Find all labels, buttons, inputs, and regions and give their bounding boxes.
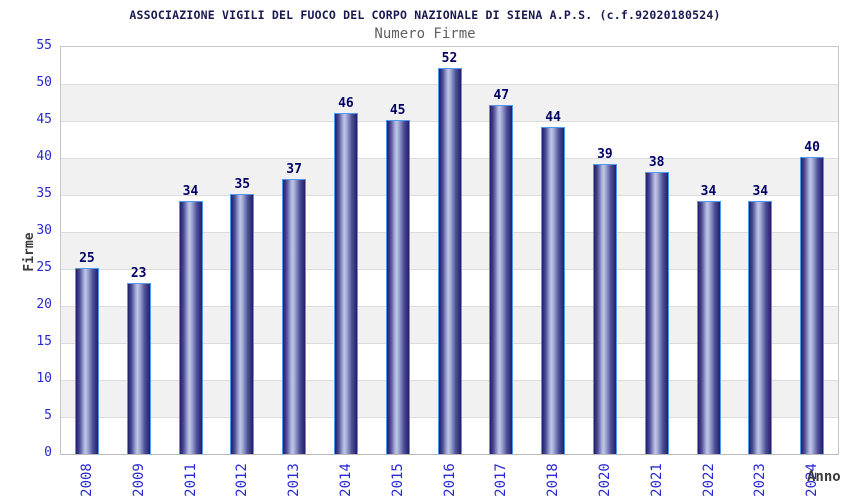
y-tick-55: 55: [36, 38, 52, 53]
y-tick-5: 5: [44, 408, 52, 423]
bar-2023: [748, 201, 773, 454]
bar-value-label-2021: 38: [648, 155, 665, 170]
x-tick-2008: 2008: [78, 463, 95, 497]
bar-2024: [800, 157, 825, 454]
bar-value-label-2017: 47: [493, 88, 510, 103]
bar-value-label-2013: 37: [286, 162, 302, 177]
bar-value-label-2015: 45: [389, 103, 406, 118]
y-tick-50: 50: [36, 75, 52, 90]
x-tick-2020: 2020: [596, 463, 613, 497]
bar-value-label-2022: 34: [700, 184, 717, 199]
x-tick-2022: 2022: [700, 463, 717, 497]
bar-2016: [437, 68, 462, 454]
y-tick-0: 0: [44, 445, 52, 460]
y-tick-20: 20: [36, 297, 52, 312]
x-tick-2014: 2014: [337, 463, 354, 497]
bar-2017: [489, 105, 514, 454]
bar-2014: [333, 113, 358, 454]
bar-2020: [592, 164, 617, 454]
x-tick-2012: 2012: [234, 463, 251, 497]
x-tick-2017: 2017: [493, 463, 510, 497]
chart-title: ASSOCIAZIONE VIGILI DEL FUOCO DEL CORPO …: [129, 8, 721, 22]
bar-value-label-2018: 44: [545, 110, 561, 125]
x-tick-2018: 2018: [545, 463, 562, 497]
bar-2012: [230, 194, 255, 454]
y-tick-15: 15: [36, 334, 52, 349]
y-tick-35: 35: [36, 186, 52, 201]
bar-value-label-2024: 40: [804, 140, 820, 155]
bar-value-label-2009: 23: [130, 266, 147, 281]
bar-2011: [178, 201, 203, 454]
y-tick-30: 30: [36, 223, 52, 238]
x-axis-title: Anno: [807, 469, 841, 485]
y-tick-45: 45: [36, 112, 52, 127]
bar-2018: [541, 127, 566, 454]
bar-2015: [385, 120, 410, 454]
y-tick-10: 10: [36, 371, 52, 386]
chart-subtitle: Numero Firme: [374, 26, 476, 42]
bar-2008: [74, 268, 99, 454]
x-tick-2023: 2023: [752, 463, 769, 497]
x-tick-2021: 2021: [648, 463, 665, 497]
bar-value-label-2020: 39: [597, 147, 613, 162]
bar-value-label-2012: 35: [234, 177, 251, 192]
bar-2021: [644, 172, 669, 454]
bar-value-label-2014: 46: [338, 96, 354, 111]
bar-value-label-2011: 34: [182, 184, 199, 199]
x-tick-2015: 2015: [389, 463, 406, 497]
x-tick-2009: 2009: [130, 463, 147, 497]
bar-2022: [696, 201, 721, 454]
bar-2009: [126, 283, 151, 454]
bar-value-label-2008: 25: [79, 251, 95, 266]
x-tick-2011: 2011: [182, 463, 199, 497]
x-tick-2016: 2016: [441, 463, 458, 497]
plot-area: 25 23 34 35 37 46 45 52 47 44 39 38 34 34 40: [60, 46, 839, 455]
x-tick-2013: 2013: [286, 463, 303, 497]
y-axis-title: Firme: [22, 232, 37, 272]
y-tick-25: 25: [36, 260, 52, 275]
bar-value-label-2016: 52: [441, 51, 458, 66]
bar-2013: [282, 179, 307, 454]
y-tick-40: 40: [36, 149, 52, 164]
bar-value-label-2023: 34: [752, 184, 769, 199]
